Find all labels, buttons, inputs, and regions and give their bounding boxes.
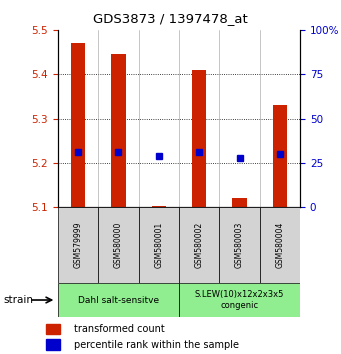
Bar — [98, 207, 139, 283]
Text: GSM580003: GSM580003 — [235, 222, 244, 268]
Bar — [273, 105, 287, 207]
Bar — [260, 207, 300, 283]
Text: strain: strain — [3, 295, 33, 305]
Bar — [58, 207, 98, 283]
Bar — [152, 206, 166, 207]
Text: S.LEW(10)x12x2x3x5
congenic: S.LEW(10)x12x2x3x5 congenic — [195, 290, 284, 310]
Bar — [58, 283, 179, 317]
Bar — [46, 339, 60, 350]
Text: GSM579999: GSM579999 — [74, 222, 83, 268]
Text: GSM580004: GSM580004 — [276, 222, 284, 268]
Bar — [179, 207, 219, 283]
Text: GDS3873 / 1397478_at: GDS3873 / 1397478_at — [93, 12, 248, 25]
Bar — [233, 198, 247, 207]
Bar — [219, 207, 260, 283]
Text: percentile rank within the sample: percentile rank within the sample — [74, 339, 239, 350]
Text: Dahl salt-sensitve: Dahl salt-sensitve — [78, 296, 159, 304]
Text: GSM580002: GSM580002 — [195, 222, 204, 268]
Text: GSM580001: GSM580001 — [154, 222, 163, 268]
Bar — [139, 207, 179, 283]
Bar — [112, 55, 125, 207]
Text: transformed count: transformed count — [74, 324, 165, 334]
Bar — [192, 70, 206, 207]
Text: GSM580000: GSM580000 — [114, 222, 123, 268]
Bar — [71, 44, 85, 207]
Bar — [46, 324, 60, 334]
Bar — [179, 283, 300, 317]
